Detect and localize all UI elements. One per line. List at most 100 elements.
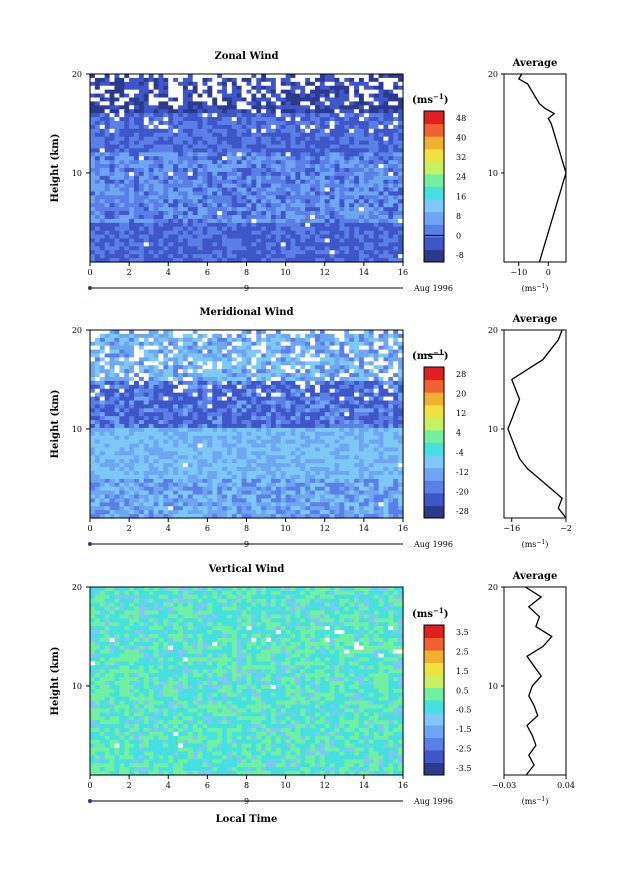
colorbar-tick-label: 48 xyxy=(456,114,466,123)
colorbar-tick-label: -3.5 xyxy=(456,764,471,773)
x-axis-label: Local Time xyxy=(216,814,278,825)
panel-meridional-wind: Meridional Wind 20 10 Height (km) 0 2 4 6 8 10 12 1… xyxy=(50,307,572,549)
x-tick-label: 8 xyxy=(244,524,249,533)
colorbar-tick-label: -0.5 xyxy=(456,706,471,715)
colorbar-bin xyxy=(424,392,444,406)
colorbar: 3.5 2.5 1.5 0.5 -0.5 -1.5 -2.5 -3.5 (ms−1) xyxy=(412,606,471,776)
x-tick-label: 16 xyxy=(398,268,408,277)
x-tick-label: 14 xyxy=(359,268,369,277)
panel-title: Vertical Wind xyxy=(208,564,285,575)
y-tick-label: 10 xyxy=(72,682,82,691)
y-tick-label: 10 xyxy=(72,169,82,178)
profile-title: Average xyxy=(512,571,558,582)
y-tick-label: 10 xyxy=(72,425,82,434)
colorbar-tick-label: 20 xyxy=(456,390,466,399)
x-tick-label: 16 xyxy=(398,781,408,790)
colorbar-tick-label: 12 xyxy=(456,409,466,418)
colorbar-tick-label: 1.5 xyxy=(456,667,469,676)
day-label: 9 xyxy=(244,284,249,293)
colorbar-bin xyxy=(424,762,444,776)
colorbar-bin xyxy=(424,404,444,418)
x-tick-label: 4 xyxy=(166,781,171,790)
profile-y-tick-label: 10 xyxy=(488,169,498,178)
colorbar-bin xyxy=(424,111,444,125)
colorbar-bin xyxy=(424,637,444,651)
average-profile: Average 20 10 −16 −2 (ms−1) xyxy=(488,314,572,549)
colorbar-tick-label: -2.5 xyxy=(456,745,471,754)
colorbar-bin xyxy=(424,367,444,381)
colorbar-bin xyxy=(424,417,444,431)
day-marker xyxy=(88,286,92,290)
colorbar-bin xyxy=(424,224,444,238)
colorbar-bin xyxy=(424,211,444,225)
x-tick-label: 2 xyxy=(127,524,132,533)
colorbar-tick-label: -20 xyxy=(456,487,469,496)
colorbar-frame xyxy=(423,366,445,519)
x-tick-label: 0 xyxy=(87,524,92,533)
x-tick-label: 10 xyxy=(281,524,291,533)
colorbar-tick-label: 24 xyxy=(456,173,466,182)
x-tick-label: 14 xyxy=(359,781,369,790)
x-tick-label: 2 xyxy=(127,781,132,790)
profile-y-tick-label: 10 xyxy=(488,682,498,691)
profile-units: (ms−1) xyxy=(522,796,549,807)
date-label: Aug 1996 xyxy=(413,797,453,806)
profile-frame xyxy=(503,329,567,519)
colorbar-bin xyxy=(424,136,444,150)
day-label: 9 xyxy=(244,797,249,806)
day-label: 9 xyxy=(244,540,249,549)
profile-x-tick-label: 0.04 xyxy=(557,781,575,790)
x-tick-label: 6 xyxy=(205,781,210,790)
colorbar-tick-label: -8 xyxy=(456,251,464,260)
colorbar-tick-label: -12 xyxy=(456,468,469,477)
x-tick-label: 4 xyxy=(166,524,171,533)
x-tick-label: 8 xyxy=(244,268,249,277)
colorbar-tick-label: 28 xyxy=(456,370,466,379)
colorbar-tick-label: -4 xyxy=(456,448,464,457)
x-tick-label: 10 xyxy=(281,268,291,277)
x-tick-label: 4 xyxy=(166,268,171,277)
colorbar-tick-label: 32 xyxy=(456,153,466,162)
profile-y-tick-label: 20 xyxy=(488,70,498,79)
colorbar-units: (ms−1) xyxy=(412,92,448,107)
colorbar-bin xyxy=(424,492,444,506)
day-marker xyxy=(88,542,92,546)
x-tick-label: 6 xyxy=(205,268,210,277)
profile-x-tick-label: −0.03 xyxy=(492,781,517,790)
colorbar-tick-label: 40 xyxy=(456,134,466,143)
colorbar: 28 20 12 4 -4 -12 -20 -28 (ms−1) xyxy=(412,348,469,519)
colorbar-bin xyxy=(424,467,444,481)
x-tick-label: 10 xyxy=(281,781,291,790)
colorbar-units: (ms−1) xyxy=(412,348,448,363)
profile-title: Average xyxy=(512,58,558,69)
average-profile: Average 20 10 −0.03 0.04 (ms−1) xyxy=(488,571,575,806)
colorbar-bin xyxy=(424,123,444,137)
profile-y-tick-label: 20 xyxy=(488,326,498,335)
x-tick-label: 6 xyxy=(205,524,210,533)
profile-line xyxy=(524,586,553,776)
x-tick-label: 0 xyxy=(87,268,92,277)
date-label: Aug 1996 xyxy=(413,284,453,293)
y-axis-label: Height (km) xyxy=(50,647,61,716)
colorbar-bin xyxy=(424,442,444,456)
y-tick-label: 20 xyxy=(72,326,82,335)
colorbar-bin xyxy=(424,700,444,713)
average-profile: Average 20 10 −10 0 (ms−1) xyxy=(488,58,567,294)
colorbar-bin xyxy=(424,725,444,738)
y-axis-label: Height (km) xyxy=(50,134,61,203)
colorbar-tick-label: -28 xyxy=(456,507,469,516)
colorbar-bin xyxy=(424,650,444,663)
colorbar-bin xyxy=(424,236,444,250)
colorbar-tick-label: 3.5 xyxy=(456,628,469,637)
x-tick-label: 12 xyxy=(320,781,330,790)
colorbar-tick-label: 8 xyxy=(456,212,461,221)
colorbar-tick-label: 4 xyxy=(456,429,461,438)
colorbar-bin xyxy=(424,429,444,443)
x-tick-label: 8 xyxy=(244,781,249,790)
x-tick-label: 12 xyxy=(320,268,330,277)
y-axis-label: Height (km) xyxy=(50,390,61,459)
profile-units: (ms−1) xyxy=(522,283,549,294)
date-label: Aug 1996 xyxy=(413,540,453,549)
panel-title: Meridional Wind xyxy=(199,307,293,318)
colorbar-tick-label: 0.5 xyxy=(456,686,469,695)
